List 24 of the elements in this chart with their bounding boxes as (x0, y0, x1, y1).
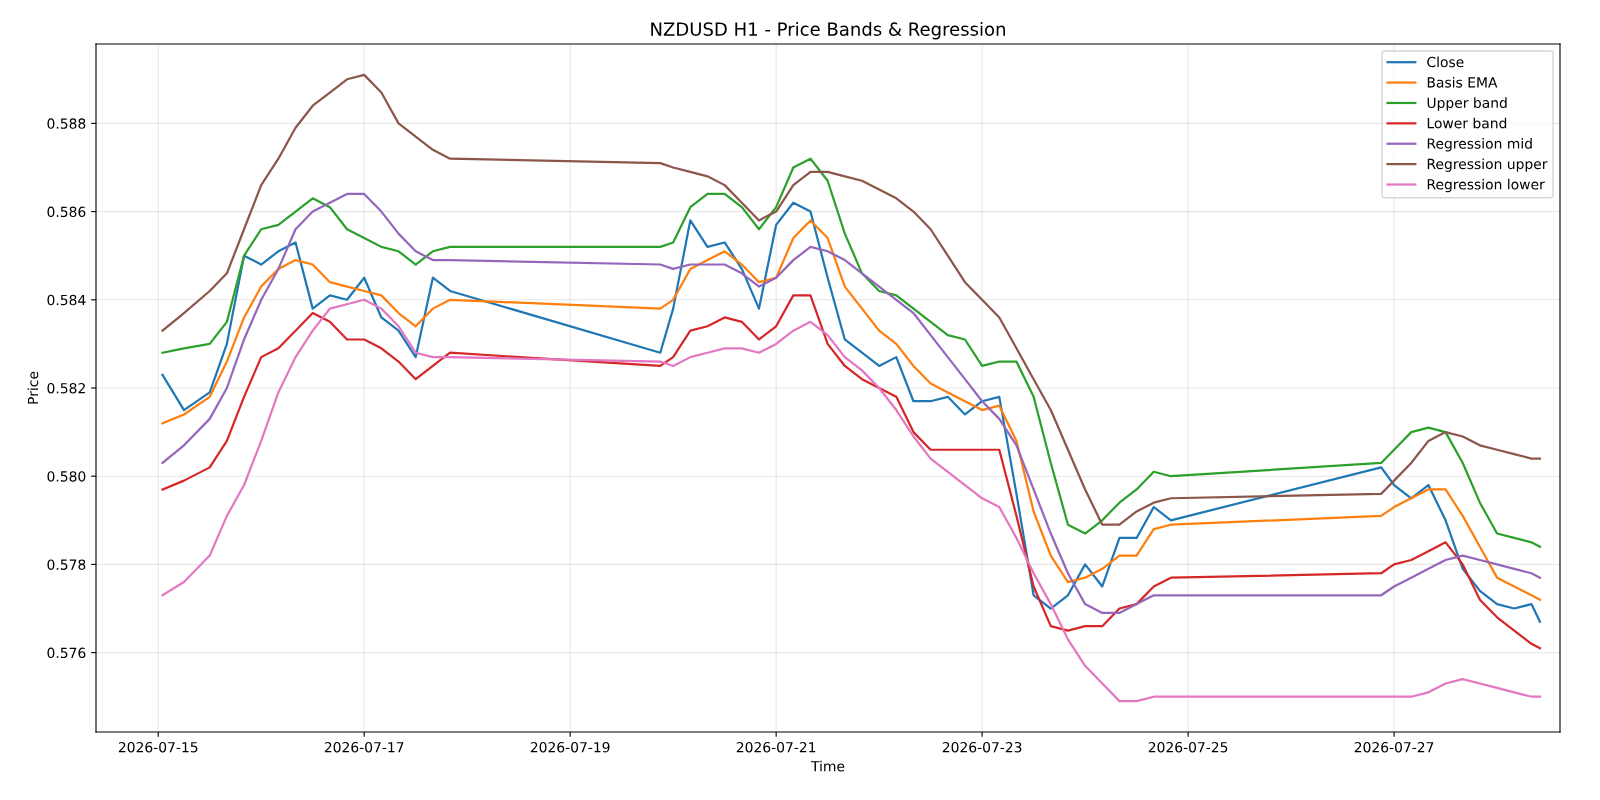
x-tick-label: 2026-07-15 (118, 741, 198, 753)
legend-label: Lower band (1427, 117, 1507, 129)
x-tick-label: 2026-07-19 (530, 741, 610, 753)
y-tick-label: 0.576 (47, 647, 86, 659)
y-axis-title: Price (27, 371, 39, 404)
x-tick-label: 2026-07-27 (1354, 741, 1434, 753)
y-tick-label: 0.582 (47, 382, 85, 394)
legend-label: Regression upper (1427, 158, 1548, 172)
y-tick-label: 0.580 (47, 471, 86, 482)
y-tick-label: 0.588 (47, 118, 86, 129)
legend-label: Regression lower (1427, 178, 1545, 193)
legend-label: Close (1427, 56, 1464, 68)
chart-title: NZDUSD H1 - Price Bands & Regression (651, 21, 1005, 40)
y-tick-label: 0.578 (47, 559, 86, 570)
y-tick-label: 0.584 (47, 294, 86, 306)
y-tick-label: 0.586 (47, 206, 86, 218)
x-tick-label: 2026-07-25 (1148, 741, 1228, 753)
x-axis-title: Time (810, 760, 845, 772)
legend-label: Regression mid (1427, 138, 1532, 152)
legend-label: Basis EMA (1427, 76, 1498, 88)
x-tick-label: 2026-07-21 (736, 741, 816, 753)
legend-label: Upper band (1427, 97, 1507, 111)
x-tick-label: 2026-07-17 (324, 741, 404, 753)
x-tick-label: 2026-07-23 (942, 741, 1022, 753)
